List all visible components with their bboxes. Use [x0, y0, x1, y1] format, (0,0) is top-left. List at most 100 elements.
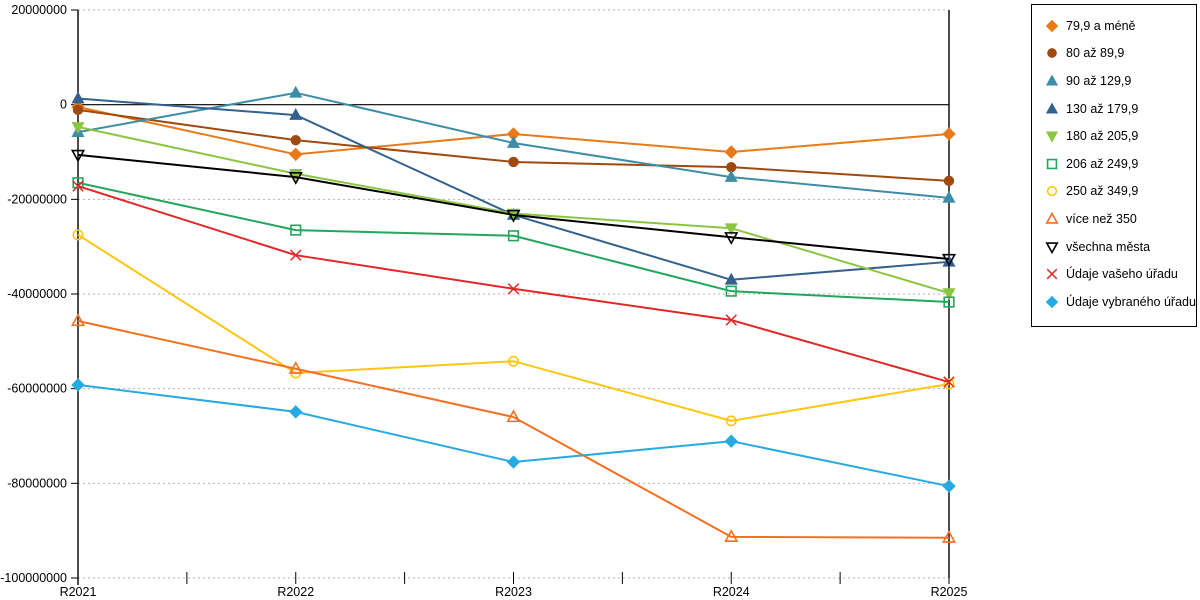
legend-item-label: 206 až 249,9 — [1066, 156, 1139, 171]
series-v-echna-m-sta — [70, 149, 957, 267]
square-icon — [1046, 158, 1058, 169]
x-marker — [1046, 268, 1058, 280]
diamond-marker — [1045, 19, 1059, 33]
plot-area: 20000000 0 -20000000 -40000000 -60000000 -800… — [0, 3, 968, 599]
diamond-marker — [71, 378, 85, 392]
legend-item-label: všechna města — [1066, 239, 1151, 254]
triangle-up-marker — [724, 272, 738, 285]
x-tick-label: R2021 — [60, 585, 97, 599]
series-line — [77, 153, 950, 260]
triangle-down-marker — [941, 253, 957, 267]
diamond-marker — [942, 127, 956, 141]
legend-item-180-a-205-9: 180 až 205,9 — [1044, 122, 1192, 150]
triangle-up-marker — [942, 190, 956, 203]
legend-item-daje-va-eho-adu: Údaje vašeho úřadu — [1044, 260, 1192, 288]
legend-item-v-echna-m-sta: všechna města — [1044, 233, 1192, 261]
series-line — [77, 181, 950, 304]
x-tick-label: R2023 — [495, 585, 532, 599]
legend-item-label: více než 350 — [1066, 211, 1137, 226]
triangle-down-icon — [1045, 131, 1059, 143]
y-tick-label: 0 — [60, 98, 67, 112]
triangle-up-marker — [941, 530, 957, 543]
square-marker — [72, 177, 84, 189]
y-tick-label: -80000000 — [7, 476, 67, 490]
circle-icon — [1046, 186, 1058, 197]
triangle-up-marker — [289, 108, 303, 120]
x-tick-label: R2024 — [713, 585, 750, 599]
legend-item-label: 90 až 129,9 — [1066, 73, 1132, 88]
y-tick-label: 20000000 — [11, 3, 67, 17]
circle-marker — [72, 104, 84, 116]
square-marker — [725, 285, 737, 297]
chart-svg: 20000000 0 -20000000 -40000000 -60000000 -800… — [0, 3, 968, 599]
circle-marker — [290, 134, 301, 146]
diamond-marker — [942, 479, 956, 493]
series-line — [77, 97, 950, 281]
triangle-up-marker — [1045, 102, 1059, 114]
triangle-down-marker — [1045, 131, 1059, 143]
legend-item-label: Údaje vybraného úřadu — [1066, 294, 1196, 309]
circle-icon — [1047, 48, 1057, 59]
circle-marker — [507, 355, 519, 367]
y-tick-label: -20000000 — [7, 192, 67, 206]
series-206-a-249-9 — [72, 177, 955, 308]
legend-item-79-9-a-m-n: 79,9 a méně — [1044, 12, 1192, 40]
legend-item-130-a-179-9: 130 až 179,9 — [1044, 95, 1192, 123]
diamond-marker — [506, 455, 521, 469]
legend-item-label: 130 až 179,9 — [1066, 101, 1139, 116]
series-v-ce-ne-350 — [70, 313, 957, 543]
legend-item-v-ce-ne-350: více než 350 — [1044, 205, 1192, 233]
legend-item-90-a-129-9: 90 až 129,9 — [1044, 67, 1192, 95]
diamond-marker — [289, 405, 303, 419]
triangle-down-icon — [1045, 241, 1059, 254]
triangle-down-marker — [724, 232, 739, 245]
legend: 79,9 a méně 80 až 89,9 90 až 129,9 130 až 1… — [1031, 4, 1197, 327]
x-tick-label: R2025 — [931, 585, 968, 599]
x-marker — [290, 249, 302, 261]
x-marker — [72, 180, 84, 192]
triangle-up-icon — [1045, 74, 1059, 86]
legend-item-label: 79,9 a méně — [1066, 18, 1136, 33]
diamond-marker — [289, 147, 303, 162]
triangle-up-icon — [1045, 102, 1059, 114]
y-tick-label: -100000000 — [0, 571, 67, 585]
x-marker — [943, 376, 955, 388]
circle-marker — [943, 175, 955, 187]
triangle-down-marker — [724, 223, 738, 236]
triangle-down-marker — [288, 171, 303, 185]
triangle-up-icon — [1045, 211, 1059, 224]
legend-item-daje-vybran-ho-adu: Údaje vybraného úřadu — [1044, 288, 1196, 316]
triangle-down-marker — [942, 288, 956, 301]
legend-item-250-a-349-9: 250 až 349,9 — [1044, 178, 1192, 206]
triangle-up-marker — [1045, 74, 1059, 86]
triangle-up-marker — [506, 409, 521, 423]
triangle-up-marker — [70, 313, 86, 327]
triangle-down-marker — [1045, 241, 1059, 254]
series-line — [77, 320, 950, 539]
diamond-icon — [1045, 19, 1059, 33]
triangle-up-marker — [724, 529, 739, 542]
series-daje-vybran-ho-adu — [71, 378, 956, 493]
circle-marker — [72, 229, 84, 241]
square-marker — [507, 230, 520, 242]
triangle-up-marker — [71, 91, 85, 104]
y-tick-label: -40000000 — [7, 287, 67, 301]
triangle-down-marker — [506, 209, 521, 223]
legend-item-label: Údaje vašeho úřadu — [1066, 267, 1178, 282]
series-line — [77, 233, 950, 422]
legend-item-label: 180 až 205,9 — [1066, 129, 1139, 144]
square-marker — [1046, 158, 1058, 169]
square-marker — [943, 296, 955, 308]
series-line — [77, 383, 950, 488]
triangle-up-marker — [1045, 211, 1059, 224]
y-tick-label: -60000000 — [7, 382, 67, 396]
circle-marker — [508, 156, 519, 168]
x-marker — [507, 283, 520, 295]
triangle-up-marker — [289, 85, 303, 98]
square-marker — [290, 224, 302, 236]
circle-marker — [1046, 186, 1058, 197]
triangle-up-marker — [288, 361, 303, 374]
triangle-up-marker — [724, 170, 738, 182]
series-250-a-349-9 — [72, 229, 955, 427]
series-80-a-89-9 — [72, 104, 955, 187]
